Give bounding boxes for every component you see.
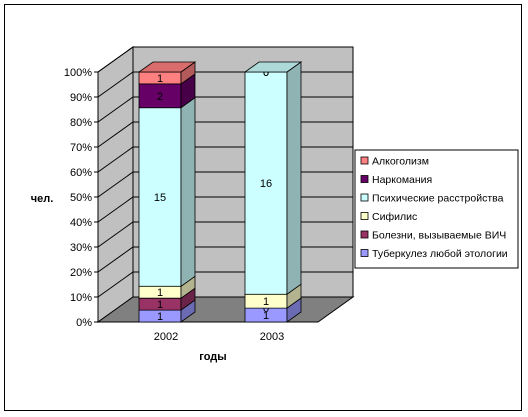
- legend-label: Сифилис: [372, 211, 417, 223]
- legend-swatch: [360, 175, 369, 183]
- y-tick-label: 30%: [70, 242, 92, 254]
- data-label: 0: [263, 67, 269, 79]
- legend-swatch: [360, 193, 369, 202]
- y-tick-label: 70%: [70, 142, 92, 154]
- x-tick-label: 2002: [154, 331, 178, 343]
- y-tick-label: 0%: [76, 317, 92, 329]
- legend-label: Алкоголизм: [372, 156, 429, 168]
- bar-top: [243, 61, 303, 73]
- data-label: 16: [260, 178, 272, 190]
- data-label: 1: [263, 310, 269, 322]
- legend-label: Наркомания: [372, 174, 432, 186]
- legend-swatch: [360, 230, 369, 239]
- gridline: [97, 46, 353, 73]
- bar-segment-side: [180, 96, 196, 288]
- y-tick-label: 40%: [70, 217, 92, 229]
- x-axis-title: годы: [199, 351, 226, 363]
- data-label: 1: [157, 73, 163, 85]
- y-tick-label: 10%: [70, 292, 92, 304]
- bar-segment-side: [286, 61, 302, 295]
- y-tick-label: 100%: [64, 67, 92, 79]
- data-label: 0: [263, 303, 269, 315]
- y-tick-label: 20%: [70, 267, 92, 279]
- data-label: 0: [263, 67, 269, 79]
- data-label: 1: [157, 299, 163, 311]
- data-label: 2: [157, 91, 163, 103]
- legend-swatch: [360, 249, 369, 257]
- floor: [96, 296, 355, 323]
- data-label: 1: [157, 287, 163, 299]
- legend: [354, 149, 519, 269]
- y-tick-label: 50%: [70, 192, 92, 204]
- legend-swatch: [360, 212, 369, 220]
- y-tick-label: 90%: [70, 92, 92, 104]
- data-label: 15: [154, 192, 166, 204]
- legend-label: Болезни, вызываемые ВИЧ: [372, 230, 506, 242]
- x-tick-label: 2003: [260, 331, 284, 343]
- data-label: 1: [157, 311, 163, 323]
- y-axis-title: чел.: [31, 193, 54, 205]
- y-tick-label: 60%: [70, 167, 92, 179]
- legend-label: Туберкулез любой этологии: [372, 248, 508, 260]
- bar-top: [137, 61, 197, 73]
- data-label: 1: [263, 296, 269, 308]
- y-tick-label: 80%: [70, 117, 92, 129]
- legend-label: Психические расстройства: [372, 193, 504, 205]
- legend-swatch: [360, 156, 369, 165]
